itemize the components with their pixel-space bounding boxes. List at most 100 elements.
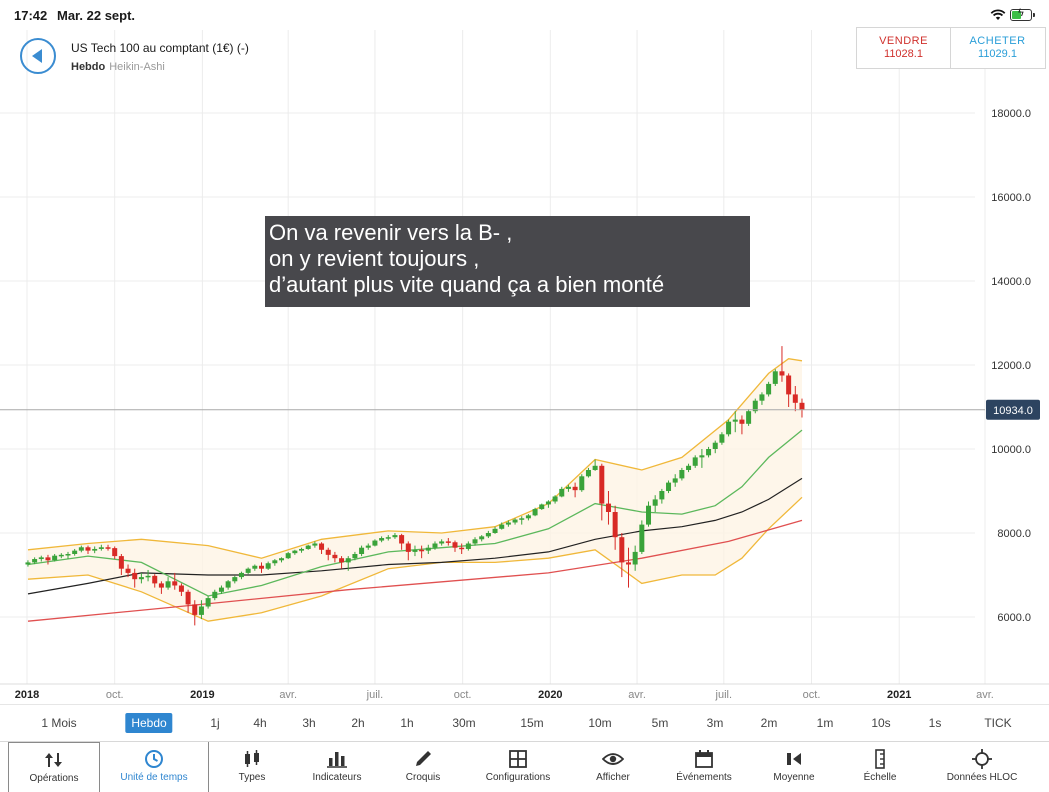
candle-body	[499, 524, 505, 529]
timeframe-10s[interactable]: 10s	[871, 716, 891, 730]
timeframe-1h[interactable]: 1h	[400, 716, 414, 730]
candle-body	[325, 549, 331, 555]
candle-body	[672, 478, 678, 483]
calendar-icon	[695, 750, 713, 768]
tool-label: Opérations	[29, 773, 79, 784]
text-annotation[interactable]: On va revenir vers la B- , on y revient …	[265, 216, 750, 307]
timeframe-tick[interactable]: TICK	[984, 716, 1012, 730]
candle-body	[432, 543, 438, 548]
back-button[interactable]	[20, 38, 56, 74]
candle-body	[118, 556, 124, 569]
x-tick-label: oct.	[803, 689, 821, 701]
tool-scale[interactable]: Échelle	[836, 742, 924, 792]
timeframe-2h[interactable]: 2h	[351, 716, 365, 730]
eye-icon	[602, 753, 624, 765]
tool-label: Afficher	[596, 772, 630, 783]
timeframe-1-month[interactable]: 1 Mois	[41, 716, 77, 730]
timeframe-3h[interactable]: 3h	[302, 716, 316, 730]
candle-body	[592, 465, 598, 470]
x-tick-label: 2018	[15, 689, 39, 701]
candle-body	[78, 547, 84, 551]
buy-button[interactable]: ACHETER 11029.1	[951, 28, 1044, 68]
bottom-toolbar: Opérations Unité de temps Types Indicate…	[0, 741, 1049, 792]
candle-body	[312, 543, 318, 546]
candle-body	[619, 537, 625, 563]
tool-hloc-data[interactable]: Données HLOC	[930, 742, 1034, 792]
tool-sketch[interactable]: Croquis	[380, 742, 466, 792]
timeframe-3m[interactable]: 3m	[706, 716, 724, 730]
candle-body	[372, 540, 378, 546]
instrument-name: US Tech 100 au comptant (1€) (-)	[71, 41, 249, 55]
y-tick-label: 16000.0	[991, 192, 1031, 204]
ruler-icon	[875, 749, 885, 769]
tool-time-unit[interactable]: Unité de temps	[104, 742, 204, 792]
candle-body	[559, 488, 565, 497]
price-chart[interactable]: 18000.0 16000.0 14000.0 12000.0 10000.0 8000.…	[0, 0, 1049, 704]
tool-events[interactable]: Événements	[660, 742, 748, 792]
tool-configurations[interactable]: Configurations	[470, 742, 566, 792]
candle-body	[252, 565, 258, 569]
candle-body	[279, 558, 285, 561]
wifi-icon	[990, 9, 1006, 20]
candle-body	[646, 505, 652, 525]
candle-body	[212, 591, 218, 599]
candle-body	[232, 577, 238, 582]
candle-body	[632, 551, 638, 565]
candle-body	[45, 557, 51, 561]
candle-body	[125, 568, 131, 573]
candle-body	[505, 522, 511, 525]
candle-body	[25, 562, 31, 565]
candle-body	[706, 449, 712, 456]
y-tick-label: 18000.0	[991, 108, 1031, 120]
candle-body	[752, 400, 758, 412]
tool-label: Croquis	[405, 772, 441, 783]
tool-label: Moyenne	[773, 772, 815, 783]
candle-body	[172, 581, 178, 586]
candle-body	[519, 518, 525, 520]
candle-body	[625, 562, 631, 565]
tool-label: Données HLOC	[946, 772, 1018, 783]
x-tick-label: avr.	[628, 689, 646, 701]
sell-button[interactable]: VENDRE 11028.1	[857, 28, 951, 68]
candle-body	[198, 606, 204, 615]
candle-body	[585, 470, 591, 477]
candle-body	[225, 581, 231, 588]
candle-body	[185, 591, 191, 605]
timeframe-5m[interactable]: 5m	[651, 716, 669, 730]
tool-average[interactable]: Moyenne	[750, 742, 838, 792]
moving-average-mid-line	[27, 429, 803, 597]
candle-body	[439, 541, 445, 544]
bar-chart-icon	[327, 752, 347, 768]
candle-body	[639, 524, 645, 552]
timeframe-15m[interactable]: 15m	[520, 716, 544, 730]
candle-body	[612, 512, 618, 538]
candle-body	[305, 545, 311, 549]
candle-body	[405, 543, 411, 552]
status-time: 17:42	[14, 8, 48, 23]
tool-indicators[interactable]: Indicateurs	[294, 742, 380, 792]
tool-operations[interactable]: Opérations	[8, 742, 100, 792]
trade-box: VENDRE 11028.1 ACHETER 11029.1	[856, 27, 1046, 69]
candle-body	[145, 575, 151, 578]
candle-body	[392, 535, 398, 538]
tool-label: Unité de temps	[120, 772, 188, 783]
timeframe-weekly[interactable]: Hebdo	[125, 713, 173, 733]
tool-types[interactable]: Types	[208, 742, 295, 792]
timeframe-10m[interactable]: 10m	[588, 716, 612, 730]
candle-body	[739, 419, 745, 424]
timeframe-2m[interactable]: 2m	[760, 716, 778, 730]
timeframe-4h[interactable]: 4h	[253, 716, 267, 730]
candle-body	[479, 536, 485, 540]
timeframe-1m[interactable]: 1m	[816, 716, 834, 730]
tool-label: Types	[238, 772, 266, 783]
chart-timeframe-label: Hebdo Heikin-Ashi	[71, 61, 165, 73]
timeframe-1s[interactable]: 1s	[928, 716, 942, 730]
tool-display[interactable]: Afficher	[570, 742, 656, 792]
y-tick-label: 14000.0	[991, 276, 1031, 288]
candle-body	[105, 547, 111, 549]
last-price-badge	[986, 399, 1040, 420]
annotation-line: On va revenir vers la B- ,	[269, 220, 513, 245]
timeframe-30m[interactable]: 30m	[452, 716, 476, 730]
candle-body	[779, 371, 785, 376]
timeframe-1j[interactable]: 1j	[210, 716, 220, 730]
